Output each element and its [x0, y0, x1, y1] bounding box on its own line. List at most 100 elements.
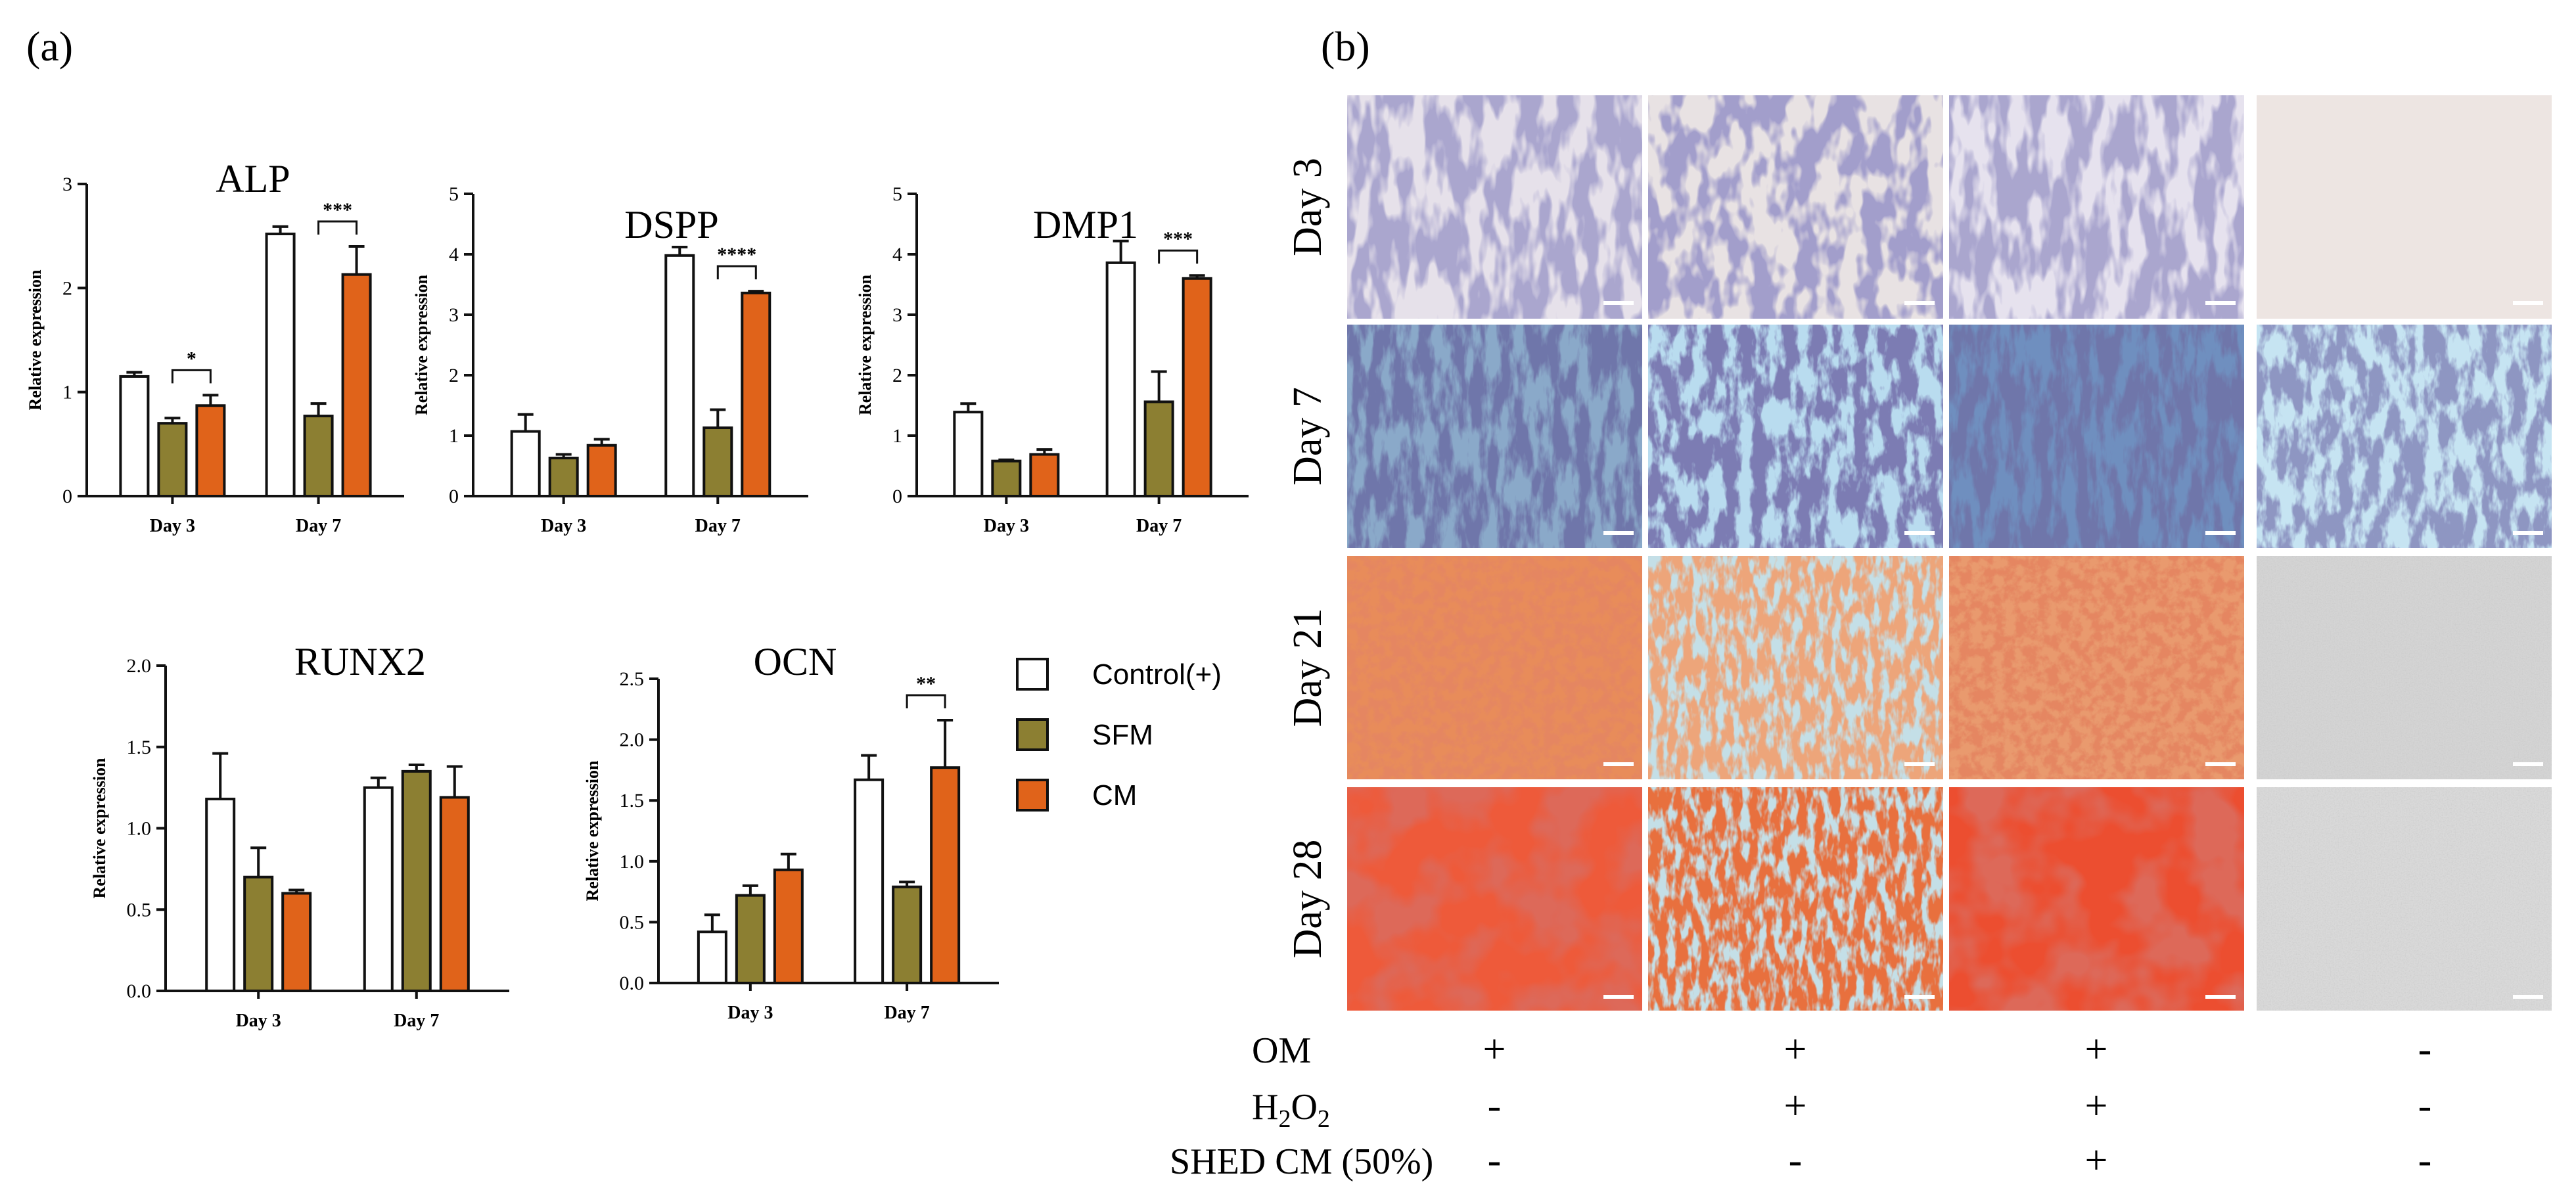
- y-tick-label: 1: [62, 382, 72, 403]
- chart-title: RUNX2: [294, 640, 426, 683]
- y-tick-label: 1.5: [127, 737, 152, 758]
- bar-cm: [439, 796, 470, 992]
- x-tick-label: Day 3: [984, 516, 1029, 536]
- y-tick-label: 1: [449, 425, 459, 447]
- y-tick-label: 5: [449, 183, 459, 205]
- legend-label-control: Control(+): [1092, 658, 1222, 691]
- micrograph-day3-cm-cells: [1949, 95, 2244, 319]
- micrograph-grid: [1347, 95, 2552, 1011]
- significance-label: ***: [1163, 228, 1193, 250]
- micrograph-day3: [1347, 95, 2552, 319]
- condition-mark: -: [2418, 1084, 2432, 1128]
- significance-label: ***: [323, 199, 352, 221]
- micrograph-day7-om-cells: [1347, 325, 1642, 548]
- row-label-day7: Day 7: [1285, 387, 1330, 486]
- y-tick-label: 0.5: [127, 899, 152, 921]
- bar-control: [119, 375, 150, 498]
- y-tick-label: 2.5: [620, 668, 645, 690]
- scale-bar: [2205, 762, 2236, 766]
- bar-sfm: [157, 422, 188, 498]
- scale-bar: [2205, 995, 2236, 999]
- scale-bar: [2513, 301, 2543, 305]
- condition-mark: -: [1488, 1138, 1502, 1183]
- chart-title: DSPP: [624, 203, 718, 246]
- y-tick-label: 5: [892, 183, 902, 205]
- scale-bar: [1904, 995, 1935, 999]
- y-tick-label: 1: [892, 425, 902, 447]
- y-tick-label: 0.0: [620, 973, 645, 994]
- scale-bar: [1904, 531, 1935, 535]
- row-label-day21: Day 21: [1285, 608, 1330, 727]
- x-tick-label: Day 7: [1136, 516, 1182, 536]
- condition-mark: +: [1784, 1084, 1807, 1128]
- row-label-day3: Day 3: [1285, 158, 1330, 256]
- scale-bar: [2205, 531, 2236, 535]
- x-tick-label: Day 3: [236, 1011, 281, 1031]
- micrograph-day21-om-nodules: [1347, 556, 1642, 779]
- chart-dspp: DSPP 0 1 2 3 4 5 Relative expression Day 3 Day 7 *…: [412, 183, 808, 536]
- chart-ocn: OCN 0.0 0.5 1.0 1.5 2.0 2.5 Relative expression…: [583, 640, 999, 1023]
- legend: Control(+) SFM CM: [1016, 658, 1222, 812]
- scale-bar: [2513, 762, 2543, 766]
- chart-title: ALP: [216, 157, 290, 200]
- panel-b-label: (b): [1321, 23, 1370, 70]
- x-tick-label: Day 7: [695, 516, 741, 536]
- scale-bar: [1603, 531, 1634, 535]
- y-tick-label: 0: [449, 486, 459, 507]
- row-label-day28: Day 28: [1285, 840, 1330, 959]
- y-tick-label: 3: [892, 304, 902, 326]
- y-tick-label: 2.0: [127, 655, 152, 677]
- x-tick-label: Day 3: [541, 516, 586, 536]
- micrograph-day21-neg-texture: [2257, 556, 2552, 779]
- scale-bar: [1603, 995, 1634, 999]
- micrograph-day3-neg: [2257, 95, 2552, 319]
- scale-bar: [1603, 762, 1634, 766]
- condition-mark: -: [2418, 1027, 2432, 1072]
- y-tick-label: 2: [62, 277, 72, 299]
- bar-sfm: [303, 415, 334, 497]
- bar-control: [205, 797, 236, 992]
- chart-dmp1: DMP1 0 1 2 3 4 5 Relative expression Day 3 Day 7 *…: [856, 183, 1249, 536]
- micrograph-day28-neg-texture: [2257, 787, 2552, 1011]
- y-tick-label: 0: [62, 486, 72, 507]
- chart-title: DMP1: [1033, 203, 1138, 246]
- condition-mark: -: [1488, 1084, 1502, 1128]
- micrograph-day28-h2o2-bg: [1648, 787, 1943, 1011]
- scale-bar: [2205, 301, 2236, 305]
- micrograph-day21-cm-nodules: [1949, 556, 2244, 779]
- bar-sfm: [702, 426, 733, 497]
- condition-mark: +: [2085, 1138, 2108, 1183]
- y-axis-label: Relative expression: [26, 269, 45, 411]
- scale-bar: [1603, 301, 1634, 305]
- bar-cm: [930, 766, 961, 985]
- significance-label: ****: [717, 244, 756, 265]
- bar-cm: [195, 404, 226, 497]
- condition-table: OM H2O2 SHED CM (50%) + + + - - + + - - - + -: [1170, 1027, 2431, 1183]
- bar-sfm: [735, 894, 766, 984]
- x-tick-label: Day 3: [150, 516, 195, 536]
- bar-control: [664, 254, 695, 497]
- bar-cm: [281, 892, 312, 992]
- condition-label-h2o2: H2O2: [1252, 1087, 1330, 1133]
- y-tick-label: 2: [449, 365, 459, 386]
- bar-sfm: [1143, 400, 1174, 497]
- legend-swatch-cm: [1016, 779, 1049, 812]
- scale-bar: [1904, 301, 1935, 305]
- micrograph-day7: [1347, 325, 2552, 548]
- y-tick-label: 3: [449, 304, 459, 326]
- bar-sfm: [243, 875, 274, 992]
- bar-control: [854, 778, 885, 984]
- bar-sfm: [401, 769, 432, 992]
- bar-control: [265, 233, 296, 497]
- y-axis-label: Relative expression: [583, 760, 602, 902]
- significance-bracket: [906, 694, 946, 708]
- y-axis-label: Relative expression: [412, 274, 431, 415]
- legend-swatch-sfm: [1016, 718, 1049, 751]
- scale-bar: [2513, 995, 2543, 999]
- significance-bracket: [171, 369, 212, 384]
- y-tick-label: 0.0: [127, 980, 152, 1002]
- legend-label-sfm: SFM: [1092, 719, 1153, 751]
- chart-title: OCN: [754, 640, 837, 683]
- y-tick-label: 4: [449, 244, 459, 265]
